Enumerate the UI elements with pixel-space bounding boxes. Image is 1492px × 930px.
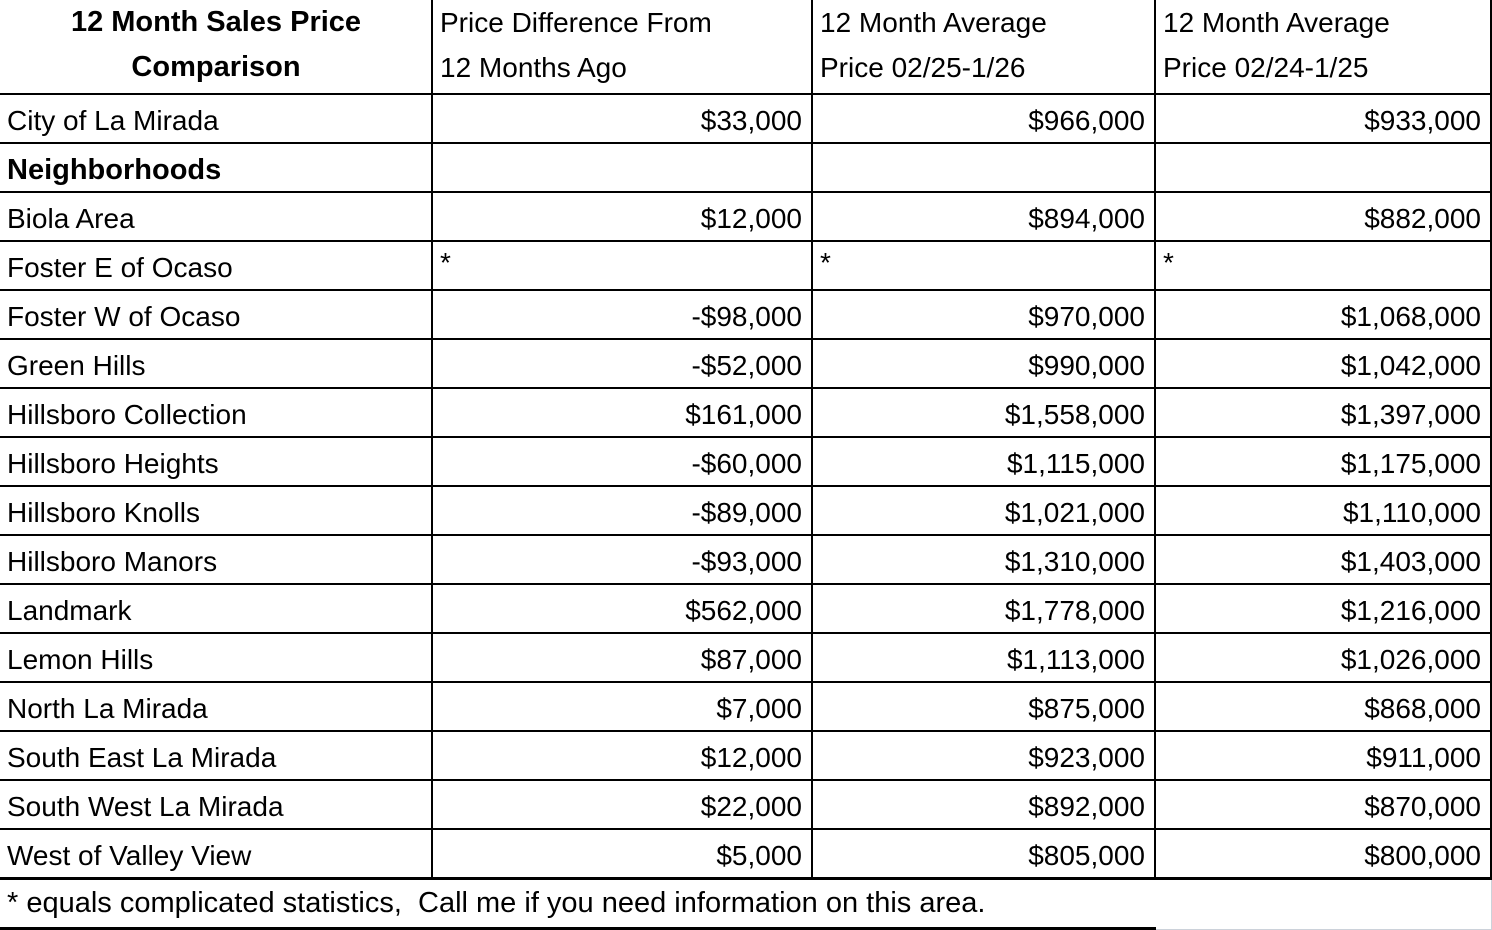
avg-price-2024-cell: $1,110,000 — [1156, 487, 1492, 536]
table-row: West of Valley View $5,000 $805,000 $800,00… — [0, 830, 1492, 880]
neighborhood-cell: Foster W of Ocaso — [0, 291, 433, 340]
avg-price-2024-cell: $882,000 — [1156, 193, 1492, 242]
table-row: Lemon Hills $87,000 $1,113,000 $1,026,000 — [0, 634, 1492, 683]
header-line: 12 Month Sales Price — [70, 6, 362, 38]
table-row: City of La Mirada $33,000 $966,000 $933,000 — [0, 95, 1492, 144]
table-row: Biola Area $12,000 $894,000 $882,000 — [0, 193, 1492, 242]
neighborhood-cell: Foster E of Ocaso — [0, 242, 433, 291]
neighborhood-cell: Hillsboro Collection — [0, 389, 433, 438]
price-difference-cell: -$98,000 — [433, 291, 813, 340]
avg-price-2024-cell: $933,000 — [1156, 95, 1492, 144]
table-row: South East La Mirada $12,000 $923,000 $911,… — [0, 732, 1492, 781]
avg-price-2024-cell: $911,000 — [1156, 732, 1492, 781]
footer-spacer — [1156, 880, 1492, 930]
avg-price-2024-cell: $870,000 — [1156, 781, 1492, 830]
table-row: Neighborhoods — [0, 144, 1492, 193]
avg-price-2025-cell: $1,021,000 — [813, 487, 1156, 536]
header-price-difference-cell: Price Difference From 12 Months Ago — [433, 0, 813, 95]
header-line: 12 Month Average — [820, 7, 1047, 38]
neighborhood-cell: Lemon Hills — [0, 634, 433, 683]
avg-price-2025-cell: $966,000 — [813, 95, 1156, 144]
avg-price-2024-cell: $1,042,000 — [1156, 340, 1492, 389]
avg-price-2024-cell: $1,175,000 — [1156, 438, 1492, 487]
neighborhood-cell: Hillsboro Heights — [0, 438, 433, 487]
avg-price-2025-cell — [813, 144, 1156, 193]
price-difference-cell: $12,000 — [433, 732, 813, 781]
price-difference-cell: $161,000 — [433, 389, 813, 438]
avg-price-2025-cell: $894,000 — [813, 193, 1156, 242]
avg-price-2025-cell: * — [813, 242, 1156, 291]
avg-price-2024-cell: $800,000 — [1156, 830, 1492, 880]
header-avg-price-2024-cell: 12 Month Average Price 02/24-1/25 — [1156, 0, 1492, 95]
table-body: City of La Mirada $33,000 $966,000 $933,000… — [0, 95, 1492, 880]
avg-price-2025-cell: $1,558,000 — [813, 389, 1156, 438]
header-avg-price-2025-cell: 12 Month Average Price 02/25-1/26 — [813, 0, 1156, 95]
neighborhood-cell: West of Valley View — [0, 830, 433, 880]
price-difference-cell: $562,000 — [433, 585, 813, 634]
price-difference-cell: $7,000 — [433, 683, 813, 732]
table-row: Green Hills -$52,000 $990,000 $1,042,000 — [0, 340, 1492, 389]
price-difference-cell: $33,000 — [433, 95, 813, 144]
header-line: 12 Months Ago — [440, 52, 627, 83]
price-difference-cell: * — [433, 242, 813, 291]
avg-price-2025-cell: $970,000 — [813, 291, 1156, 340]
header-line: Price 02/24-1/25 — [1163, 52, 1369, 83]
neighborhood-cell: Green Hills — [0, 340, 433, 389]
neighborhood-cell: Biola Area — [0, 193, 433, 242]
avg-price-2025-cell: $990,000 — [813, 340, 1156, 389]
avg-price-2024-cell: $1,397,000 — [1156, 389, 1492, 438]
header-line: 12 Month Average — [1163, 7, 1390, 38]
table-row: Hillsboro Knolls -$89,000 $1,021,000 $1,110… — [0, 487, 1492, 536]
price-difference-cell: -$52,000 — [433, 340, 813, 389]
neighborhood-cell: Hillsboro Manors — [0, 536, 433, 585]
avg-price-2024-cell: $868,000 — [1156, 683, 1492, 732]
table-row: Hillsboro Collection $161,000 $1,558,000 $1… — [0, 389, 1492, 438]
header-title-cell: 12 Month Sales Price Comparison — [0, 0, 433, 95]
table-row: North La Mirada $7,000 $875,000 $868,000 — [0, 683, 1492, 732]
avg-price-2024-cell: $1,216,000 — [1156, 585, 1492, 634]
header-line: Price Difference From — [440, 7, 712, 38]
footnote: * equals complicated statistics, Call me… — [0, 880, 1156, 930]
price-difference-cell: $22,000 — [433, 781, 813, 830]
table-footer: * equals complicated statistics, Call me… — [0, 880, 1492, 930]
table-header: 12 Month Sales Price Comparison Price Di… — [0, 0, 1492, 95]
table-row: Foster E of Ocaso * * * — [0, 242, 1492, 291]
avg-price-2025-cell: $1,310,000 — [813, 536, 1156, 585]
avg-price-2025-cell: $1,115,000 — [813, 438, 1156, 487]
table-row: Landmark $562,000 $1,778,000 $1,216,000 — [0, 585, 1492, 634]
table-row: Foster W of Ocaso -$98,000 $970,000 $1,068,… — [0, 291, 1492, 340]
avg-price-2024-cell: $1,026,000 — [1156, 634, 1492, 683]
price-difference-cell: $5,000 — [433, 830, 813, 880]
avg-price-2025-cell: $1,113,000 — [813, 634, 1156, 683]
neighborhood-cell: Hillsboro Knolls — [0, 487, 433, 536]
avg-price-2024-cell — [1156, 144, 1492, 193]
avg-price-2025-cell: $1,778,000 — [813, 585, 1156, 634]
price-difference-cell: $87,000 — [433, 634, 813, 683]
avg-price-2024-cell: * — [1156, 242, 1492, 291]
header-line: Price 02/25-1/26 — [820, 52, 1026, 83]
header-line: Comparison — [131, 51, 301, 83]
avg-price-2024-cell: $1,403,000 — [1156, 536, 1492, 585]
avg-price-2024-cell: $1,068,000 — [1156, 291, 1492, 340]
price-difference-cell — [433, 144, 813, 193]
table-row: Hillsboro Manors -$93,000 $1,310,000 $1,403… — [0, 536, 1492, 585]
neighborhood-cell: South East La Mirada — [0, 732, 433, 781]
price-difference-cell: -$60,000 — [433, 438, 813, 487]
table-row: South West La Mirada $22,000 $892,000 $870,… — [0, 781, 1492, 830]
price-difference-cell: -$89,000 — [433, 487, 813, 536]
avg-price-2025-cell: $805,000 — [813, 830, 1156, 880]
neighborhood-cell: City of La Mirada — [0, 95, 433, 144]
neighborhood-cell: Landmark — [0, 585, 433, 634]
avg-price-2025-cell: $923,000 — [813, 732, 1156, 781]
avg-price-2025-cell: $875,000 — [813, 683, 1156, 732]
avg-price-2025-cell: $892,000 — [813, 781, 1156, 830]
neighborhood-cell: Neighborhoods — [0, 144, 433, 193]
neighborhood-cell: North La Mirada — [0, 683, 433, 732]
neighborhood-cell: South West La Mirada — [0, 781, 433, 830]
price-difference-cell: -$93,000 — [433, 536, 813, 585]
table-row: Hillsboro Heights -$60,000 $1,115,000 $1,17… — [0, 438, 1492, 487]
price-difference-cell: $12,000 — [433, 193, 813, 242]
